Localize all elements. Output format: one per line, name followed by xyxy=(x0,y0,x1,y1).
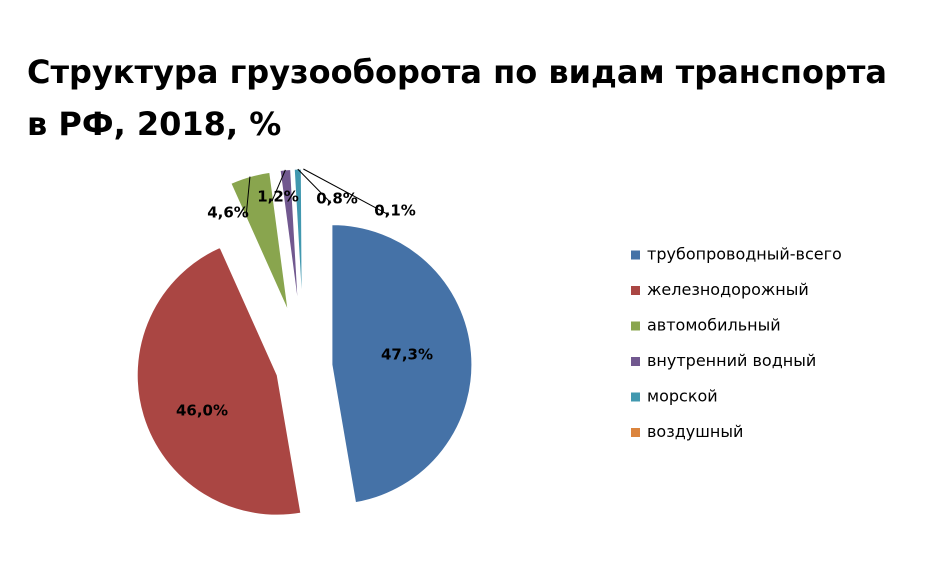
legend-label-железнодорожный: железнодорожный xyxy=(647,280,809,299)
leader-line-автомобильный xyxy=(245,176,251,218)
legend-swatch-железнодорожный xyxy=(631,286,640,295)
pie-slices xyxy=(136,168,473,516)
legend-label-автомобильный: автомобильный xyxy=(647,316,781,335)
data-label-автомобильный: 4,6% xyxy=(207,204,249,222)
legend-swatch-трубопроводный-всего xyxy=(631,250,640,260)
leader-line-морской xyxy=(297,168,332,204)
leader-lines xyxy=(245,168,390,218)
slice-воздушный xyxy=(302,168,305,310)
leader-line-воздушный xyxy=(303,168,390,216)
legend-swatch-морской xyxy=(631,392,640,402)
data-label-трубопроводный-всего: 47,3% xyxy=(381,346,433,364)
legend-label-воздушный: воздушный xyxy=(647,422,743,441)
leader-line-внутренний-водный xyxy=(271,169,286,202)
chart-title: Структура грузооборота по видам транспор… xyxy=(27,53,888,143)
legend-swatch-внутренний-водный xyxy=(631,357,640,366)
slice-трубопроводный-всего xyxy=(331,224,473,504)
legend-label-внутренний-водный: внутренний водный xyxy=(647,351,816,370)
legend-swatch-воздушный xyxy=(631,428,640,437)
slice-labels: 47,3% 46,0% 4,6% 1,2% 0,8% 0,1% xyxy=(176,188,433,420)
legend: трубопроводный-всего железнодорожный автом… xyxy=(631,245,842,441)
data-label-воздушный: 0,1% xyxy=(374,202,416,220)
slice-железнодорожный xyxy=(136,246,302,516)
data-label-морской: 0,8% xyxy=(316,190,358,208)
slice-внутренний-водный xyxy=(279,168,300,310)
data-label-внутренний-водный: 1,2% xyxy=(257,188,299,206)
legend-swatch-автомобильный xyxy=(631,321,640,331)
legend-label-морской: морской xyxy=(647,387,718,406)
legend-label-трубопроводный-всего: трубопроводный-всего xyxy=(647,245,842,264)
data-label-железнодорожный: 46,0% xyxy=(176,402,228,420)
